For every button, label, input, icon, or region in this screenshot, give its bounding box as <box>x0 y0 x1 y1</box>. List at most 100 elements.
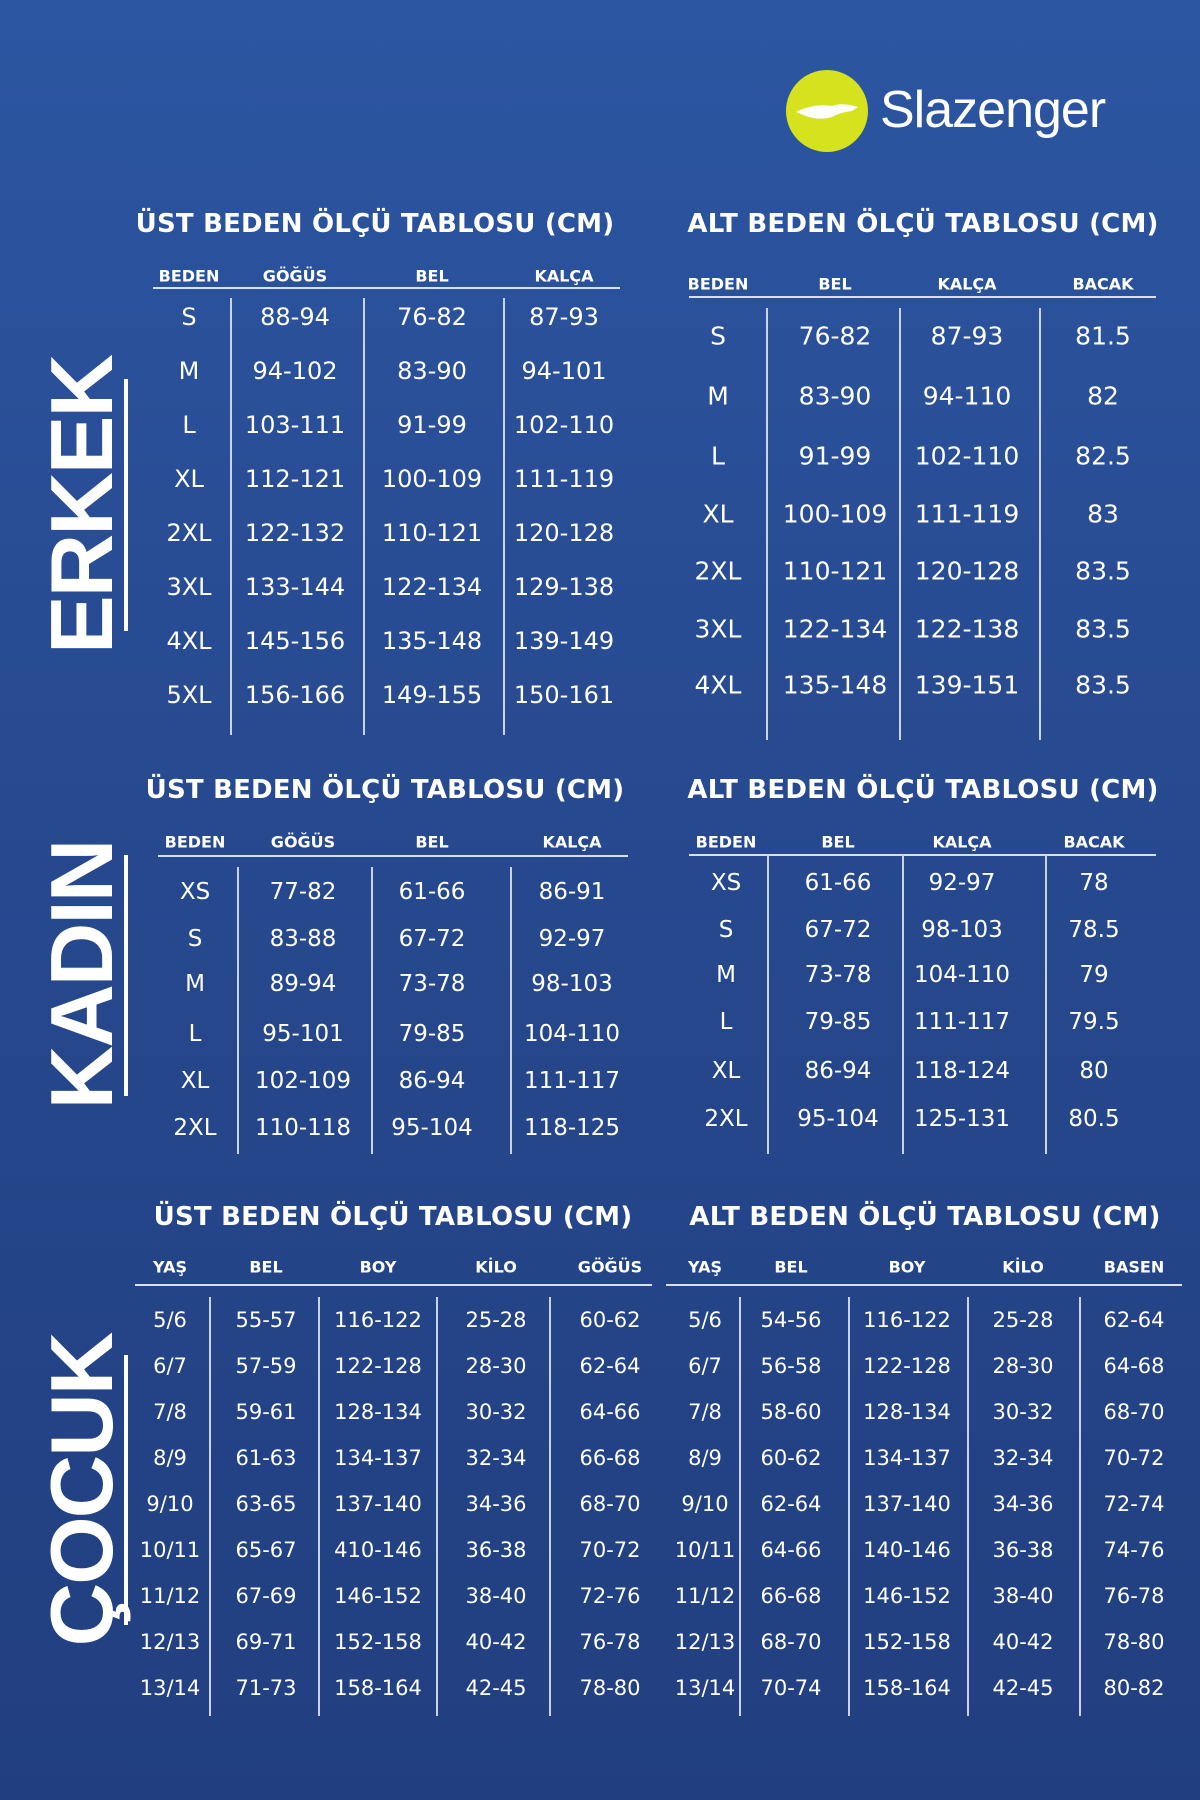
table-cell: 28-30 <box>465 1354 527 1378</box>
table-cell: 135-148 <box>782 670 888 700</box>
table-cell: 92-97 <box>928 870 996 896</box>
table-cell: 134-137 <box>334 1446 422 1470</box>
table-cell: 122-128 <box>334 1354 422 1378</box>
table-cell: 83-90 <box>397 357 467 385</box>
table-cell: 83.5 <box>1075 556 1131 586</box>
table-cell: 25-28 <box>465 1308 527 1332</box>
column-divider <box>237 867 239 1154</box>
table-cell: 68-70 <box>1103 1400 1165 1424</box>
size-label: L <box>188 1021 202 1047</box>
table-cell: 86-94 <box>804 1058 872 1084</box>
table-cell: 91-99 <box>397 411 467 439</box>
column-divider <box>899 308 901 740</box>
size-label: 5/6 <box>153 1308 187 1332</box>
column-divider <box>209 1297 211 1716</box>
table-cell: 140-146 <box>863 1538 951 1562</box>
table-cell: 42-45 <box>465 1676 527 1700</box>
table-cell: 67-69 <box>235 1584 297 1608</box>
table-cell: 137-140 <box>863 1492 951 1516</box>
table-cell: 87-93 <box>930 321 1004 351</box>
erkek-alt-table-title: ALT BEDEN ÖLÇÜ TABLOSU (CM) <box>687 209 1159 239</box>
section-divider <box>124 1355 128 1625</box>
table-cell: 128-134 <box>334 1400 422 1424</box>
column-divider <box>318 1297 320 1716</box>
table-cell: 59-61 <box>235 1400 297 1424</box>
table-cell: 111-119 <box>513 465 615 493</box>
size-label: L <box>182 411 196 439</box>
table-cell: 61-66 <box>398 879 466 905</box>
table-cell: 42-45 <box>992 1676 1054 1700</box>
size-label: 2XL <box>173 1115 217 1141</box>
table-cell: 79-85 <box>398 1021 466 1047</box>
table-cell: 62-64 <box>760 1492 822 1516</box>
table-cell: 122-138 <box>914 614 1020 644</box>
table-cell: 112-121 <box>244 465 346 493</box>
table-cell: 152-158 <box>334 1630 422 1654</box>
table-cell: 60-62 <box>760 1446 822 1470</box>
table-cell: 98-103 <box>921 917 1003 943</box>
brand-name: Slazenger <box>880 81 1106 139</box>
table-cell: 62-64 <box>579 1354 641 1378</box>
table-cell: 76-82 <box>798 321 872 351</box>
size-label: 3XL <box>694 614 742 644</box>
table-cell: 116-122 <box>334 1308 422 1332</box>
table-cell: 76-82 <box>397 303 467 331</box>
kadin-alt-table-title: ALT BEDEN ÖLÇÜ TABLOSU (CM) <box>687 775 1159 805</box>
table-cell: 25-28 <box>992 1308 1054 1332</box>
table-cell: 80-82 <box>1103 1676 1165 1700</box>
table-cell: 64-66 <box>760 1538 822 1562</box>
table-cell: 77-82 <box>269 879 337 905</box>
table-cell: 71-73 <box>235 1676 297 1700</box>
table-cell: 116-122 <box>863 1308 951 1332</box>
column-header: BEDEN <box>158 266 220 286</box>
table-cell: 65-67 <box>235 1538 297 1562</box>
table-cell: 70-72 <box>1103 1446 1165 1470</box>
table-cell: 64-68 <box>1103 1354 1165 1378</box>
table-cell: 62-64 <box>1103 1308 1165 1332</box>
table-cell: 79 <box>1079 962 1109 988</box>
size-label: 5/6 <box>688 1308 722 1332</box>
table-cell: 60-62 <box>579 1308 641 1332</box>
column-header: GÖĞÜS <box>577 1257 643 1277</box>
table-cell: 110-121 <box>782 556 888 586</box>
section-label-erkek: ERKEK <box>32 355 131 655</box>
column-header: GÖĞÜS <box>262 266 328 286</box>
size-label: XL <box>180 1068 210 1094</box>
table-cell: 57-59 <box>235 1354 297 1378</box>
table-cell: 87-93 <box>529 303 599 331</box>
table-cell: 110-118 <box>254 1115 352 1141</box>
table-cell: 66-68 <box>579 1446 641 1470</box>
size-label: 2XL <box>694 556 742 586</box>
table-cell: 149-155 <box>381 681 483 709</box>
header-divider <box>666 1284 1182 1286</box>
column-header: KALÇA <box>534 266 594 286</box>
table-cell: 145-156 <box>244 627 346 655</box>
table-cell: 36-38 <box>465 1538 527 1562</box>
size-label: 5XL <box>166 681 212 709</box>
size-label: 8/9 <box>688 1446 722 1470</box>
table-cell: 32-34 <box>992 1446 1054 1470</box>
table-cell: 137-140 <box>334 1492 422 1516</box>
table-cell: 102-109 <box>254 1068 352 1094</box>
table-cell: 98-103 <box>531 971 613 997</box>
table-cell: 83.5 <box>1075 614 1131 644</box>
size-label: 12/13 <box>674 1630 736 1654</box>
table-cell: 67-72 <box>804 917 872 943</box>
header-divider <box>158 855 628 857</box>
table-cell: 111-117 <box>523 1068 621 1094</box>
table-cell: 86-91 <box>538 879 606 905</box>
size-label: XS <box>710 870 742 896</box>
table-cell: 146-152 <box>334 1584 422 1608</box>
table-cell: 82.5 <box>1075 441 1131 471</box>
table-cell: 70-72 <box>579 1538 641 1562</box>
column-header: BEDEN <box>164 832 226 852</box>
size-label: XL <box>702 499 734 529</box>
table-cell: 94-101 <box>521 357 607 385</box>
table-cell: 70-74 <box>760 1676 822 1700</box>
table-cell: 135-148 <box>381 627 483 655</box>
column-divider <box>549 1297 551 1716</box>
table-cell: 122-132 <box>244 519 346 547</box>
table-cell: 73-78 <box>804 962 872 988</box>
column-header: BOY <box>888 1257 926 1277</box>
size-label: S <box>710 321 726 351</box>
